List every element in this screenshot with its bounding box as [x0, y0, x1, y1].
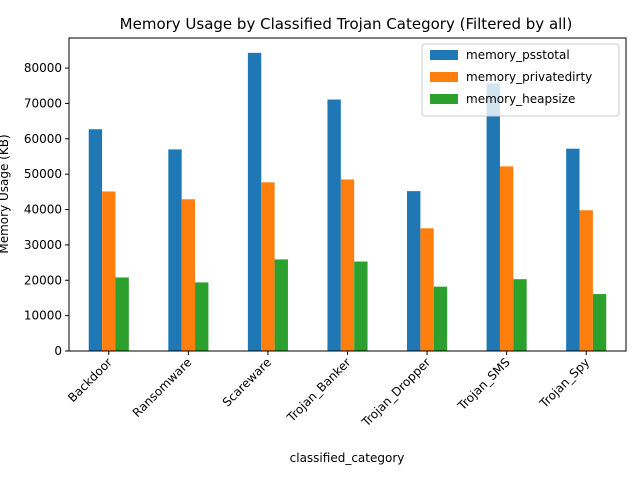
bar-memory_psstotal-Backdoor — [88, 129, 103, 351]
bar-memory_privatedirty-Trojan_SMS — [499, 166, 514, 351]
x-tick-label: Ransomware — [130, 355, 195, 420]
legend-label-memory_psstotal: memory_psstotal — [466, 48, 570, 62]
chart-title: Memory Usage by Classified Trojan Catego… — [120, 15, 573, 33]
bar-memory_heapsize-Trojan_SMS — [513, 279, 527, 351]
bar-memory_heapsize-Trojan_Banker — [354, 261, 368, 351]
bar-memory_privatedirty-Trojan_Banker — [340, 179, 355, 351]
y-tick-label: 20000 — [24, 273, 62, 287]
bar-memory_psstotal-Scareware — [247, 52, 262, 351]
y-tick-label: 80000 — [24, 61, 62, 75]
bar-memory_heapsize-Trojan_Spy — [592, 294, 607, 351]
bar-memory_privatedirty-Backdoor — [102, 191, 116, 351]
x-tick-label: Trojan_Spy — [536, 355, 592, 411]
x-axis: Backdoor Ransomware Scareware Trojan_Banker… — [65, 351, 592, 430]
legend-swatch-memory_heapsize — [430, 94, 458, 104]
bars-group — [88, 52, 607, 352]
bar-memory_psstotal-Ransomware — [168, 149, 182, 351]
x-tick-label: Trojan_Dropper — [358, 355, 433, 430]
x-tick-label: Trojan_Banker — [284, 355, 354, 425]
y-tick-label: 40000 — [24, 203, 62, 217]
bar-memory_privatedirty-Trojan_Spy — [579, 210, 593, 351]
bar-memory_heapsize-Trojan_Dropper — [433, 286, 448, 351]
y-tick-label: 30000 — [24, 238, 62, 252]
y-axis: 0 10000 20000 30000 40000 50000 60000 70000 8000… — [24, 61, 69, 358]
bar-memory_heapsize-Backdoor — [115, 277, 129, 351]
bar-memory_privatedirty-Scareware — [261, 182, 275, 351]
y-axis-label: Memory Usage (KB) — [0, 134, 11, 253]
y-tick-label: 10000 — [24, 309, 62, 323]
bar-memory_privatedirty-Trojan_Dropper — [420, 228, 434, 351]
y-tick-label: 60000 — [24, 132, 62, 146]
bar-memory_psstotal-Trojan_Spy — [566, 148, 580, 351]
x-tick-label: Trojan_SMS — [454, 355, 512, 413]
bar-memory_psstotal-Trojan_SMS — [486, 83, 500, 352]
x-tick-label: Backdoor — [65, 355, 115, 405]
legend-label-memory_heapsize: memory_heapsize — [466, 92, 575, 106]
y-tick-label: 70000 — [24, 96, 62, 110]
bar-memory_heapsize-Scareware — [274, 259, 288, 351]
y-tick-label: 0 — [54, 344, 62, 358]
bar-memory_psstotal-Trojan_Dropper — [407, 191, 421, 351]
bar-memory_psstotal-Trojan_Banker — [327, 99, 341, 351]
bar-memory_privatedirty-Ransomware — [181, 199, 196, 351]
legend-label-memory_privatedirty: memory_privatedirty — [466, 70, 592, 84]
bar-memory_heapsize-Ransomware — [195, 282, 209, 351]
x-tick-label: Scareware — [220, 355, 274, 409]
x-axis-label: classified_category — [290, 451, 405, 465]
y-tick-label: 50000 — [24, 167, 62, 181]
legend-box — [421, 43, 620, 117]
legend-swatch-memory_psstotal — [430, 50, 458, 60]
legend: memory_psstotal memory_privatedirtymemory… — [421, 43, 620, 117]
legend-swatch-memory_privatedirty — [430, 72, 458, 82]
